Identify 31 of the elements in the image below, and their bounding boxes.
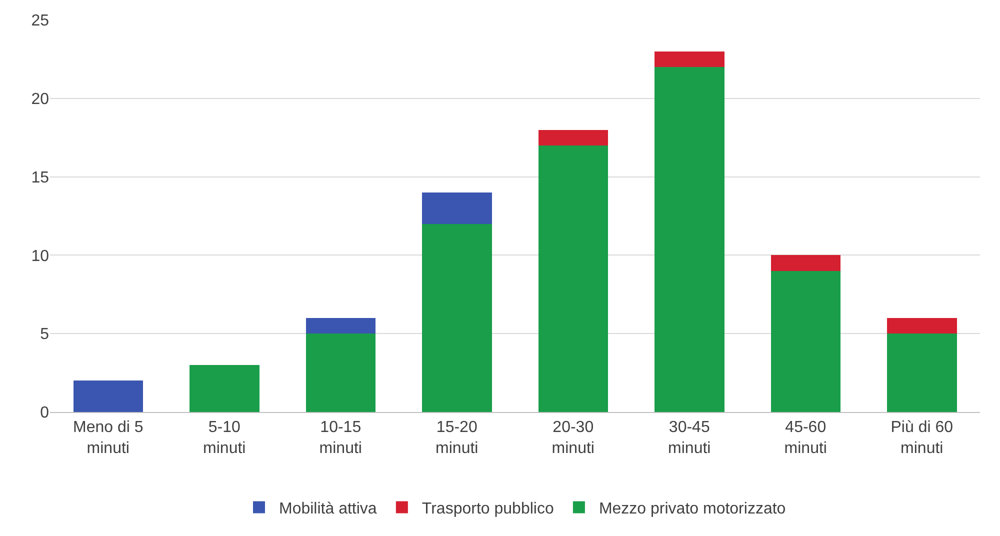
y-tick-label: 10 [31, 248, 50, 265]
x-tick-label: Meno di 5 minuti [72, 419, 144, 457]
legend-label: Mobilità attiva [279, 500, 377, 518]
bar [422, 224, 492, 412]
bar [422, 192, 492, 224]
bar [538, 130, 608, 146]
bar [887, 318, 957, 334]
y-tick-label: 15 [31, 169, 50, 186]
bar [190, 364, 260, 412]
bar [306, 318, 376, 334]
bar [887, 334, 957, 412]
x-tick-label: 30-45 minuti [668, 419, 711, 457]
x-tick-label: 10-15 minuti [319, 419, 362, 457]
bar [770, 255, 840, 271]
x-tick-label: Più di 60 minuti [890, 419, 954, 457]
bar [538, 145, 608, 412]
x-tick-label: 45-60 minuti [784, 419, 827, 457]
bar [770, 270, 840, 412]
legend-label: Trasporto pubblico [422, 500, 554, 518]
bar [306, 334, 376, 412]
bar [654, 51, 724, 68]
x-tick-label: 5-10 minuti [203, 419, 246, 457]
y-tick-label: 0 [40, 404, 50, 422]
y-tick-label: 25 [31, 12, 50, 30]
y-tick-label: 5 [40, 326, 50, 344]
legend-label: Mezzo privato motorizzato [598, 500, 786, 518]
x-tick-label: 20-30 minuti [552, 419, 594, 457]
y-tick-label: 20 [31, 91, 50, 108]
x-tick-label: 15-20 minuti [436, 419, 478, 457]
bar [73, 380, 143, 412]
bar [654, 67, 724, 412]
